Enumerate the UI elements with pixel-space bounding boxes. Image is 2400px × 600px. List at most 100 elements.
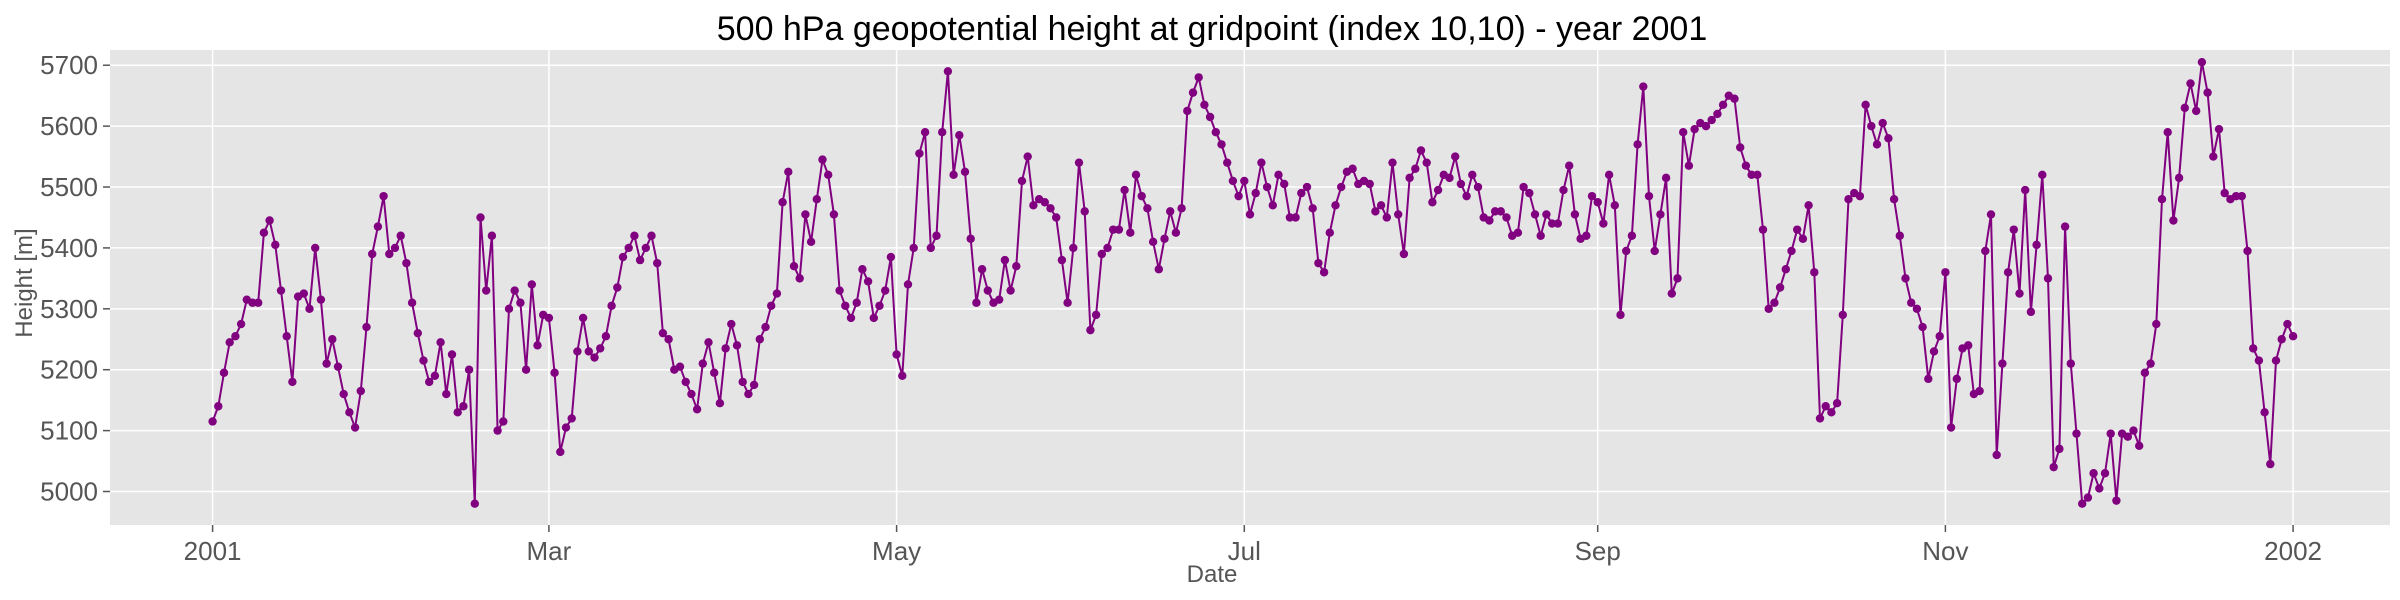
data-point xyxy=(841,301,850,310)
data-point xyxy=(1069,243,1078,253)
data-point xyxy=(687,389,696,399)
data-point xyxy=(556,447,565,457)
data-point xyxy=(1154,265,1164,274)
data-point xyxy=(966,234,975,243)
data-point xyxy=(282,332,291,341)
data-point xyxy=(801,210,810,219)
data-point xyxy=(1496,207,1506,216)
data-point xyxy=(259,228,269,237)
data-point xyxy=(1992,450,2001,460)
data-point xyxy=(567,414,576,423)
data-point xyxy=(1399,249,1409,259)
data-point xyxy=(311,243,320,253)
data-point xyxy=(818,155,827,164)
data-point xyxy=(482,286,491,295)
data-point xyxy=(1559,185,1568,195)
data-point xyxy=(658,328,668,338)
data-point xyxy=(2043,274,2053,283)
data-point xyxy=(2260,408,2269,417)
data-point xyxy=(1445,173,1454,183)
data-point xyxy=(1251,188,1260,198)
data-point xyxy=(1622,246,1631,256)
data-point xyxy=(1599,219,1608,228)
data-point xyxy=(1872,140,1882,149)
data-point xyxy=(1713,109,1722,119)
data-point xyxy=(1941,268,1950,277)
data-point xyxy=(1901,274,1910,283)
x-tick-label: 2001 xyxy=(184,536,242,566)
data-point xyxy=(960,167,970,176)
data-point xyxy=(1844,195,1853,204)
data-point xyxy=(1718,100,1728,110)
data-point xyxy=(977,265,987,274)
data-point xyxy=(1456,179,1466,189)
data-point xyxy=(2266,459,2275,469)
data-point xyxy=(390,243,400,253)
data-point xyxy=(447,350,457,359)
data-point xyxy=(419,356,428,365)
x-tick-label: May xyxy=(872,536,921,566)
data-point xyxy=(1148,237,1158,247)
data-point xyxy=(1137,191,1146,201)
data-point xyxy=(265,216,274,225)
data-point xyxy=(339,389,348,399)
data-point xyxy=(1166,207,1175,216)
data-point xyxy=(710,368,719,377)
data-point xyxy=(1274,170,1283,180)
data-point xyxy=(1593,198,1602,207)
data-point xyxy=(1262,182,1272,192)
data-point xyxy=(2049,462,2058,472)
data-point xyxy=(824,170,833,180)
data-point xyxy=(1433,185,1443,195)
data-point xyxy=(875,301,884,310)
data-point xyxy=(1582,231,1591,240)
data-point xyxy=(2157,195,2167,204)
data-point xyxy=(584,347,593,356)
data-point xyxy=(2112,496,2121,505)
data-point xyxy=(2243,246,2252,256)
data-point xyxy=(368,249,377,259)
data-point xyxy=(909,243,918,253)
data-point xyxy=(413,328,422,338)
data-point xyxy=(596,344,605,353)
data-point xyxy=(1525,188,1534,198)
data-point xyxy=(949,170,958,180)
data-point xyxy=(761,322,770,332)
data-point xyxy=(915,149,924,158)
data-point xyxy=(1086,325,1095,335)
series-line xyxy=(211,61,2295,507)
x-tick-label: 2002 xyxy=(2264,536,2322,566)
data-point xyxy=(1827,408,1836,417)
data-point xyxy=(2100,469,2110,478)
data-point xyxy=(1832,399,1842,408)
data-point xyxy=(938,128,947,137)
data-point xyxy=(835,286,844,295)
data-point xyxy=(1804,201,1813,210)
data-point xyxy=(795,274,804,283)
data-point xyxy=(1639,82,1648,91)
data-point xyxy=(208,417,217,426)
data-point xyxy=(618,252,628,262)
data-point xyxy=(1952,374,1962,384)
data-point xyxy=(664,335,673,344)
data-point xyxy=(1240,176,1249,186)
y-tick-label: 5100 xyxy=(40,416,98,446)
data-point xyxy=(379,191,388,201)
data-point xyxy=(898,371,907,380)
data-point xyxy=(903,280,913,289)
data-point xyxy=(1046,204,1055,213)
y-axis: 5000 5100 5200 5300 5400 5500 5600 5700 xyxy=(40,50,110,507)
data-point xyxy=(1821,402,1830,411)
data-point xyxy=(778,198,787,207)
data-point xyxy=(1411,164,1420,173)
data-point xyxy=(1730,94,1739,103)
data-point xyxy=(1257,158,1266,167)
data-point xyxy=(601,332,611,341)
data-point xyxy=(1633,140,1642,149)
data-point xyxy=(544,313,554,323)
data-point xyxy=(1348,164,1357,173)
data-point xyxy=(1468,170,1477,180)
data-point xyxy=(2214,124,2224,134)
data-point xyxy=(1929,347,1939,356)
